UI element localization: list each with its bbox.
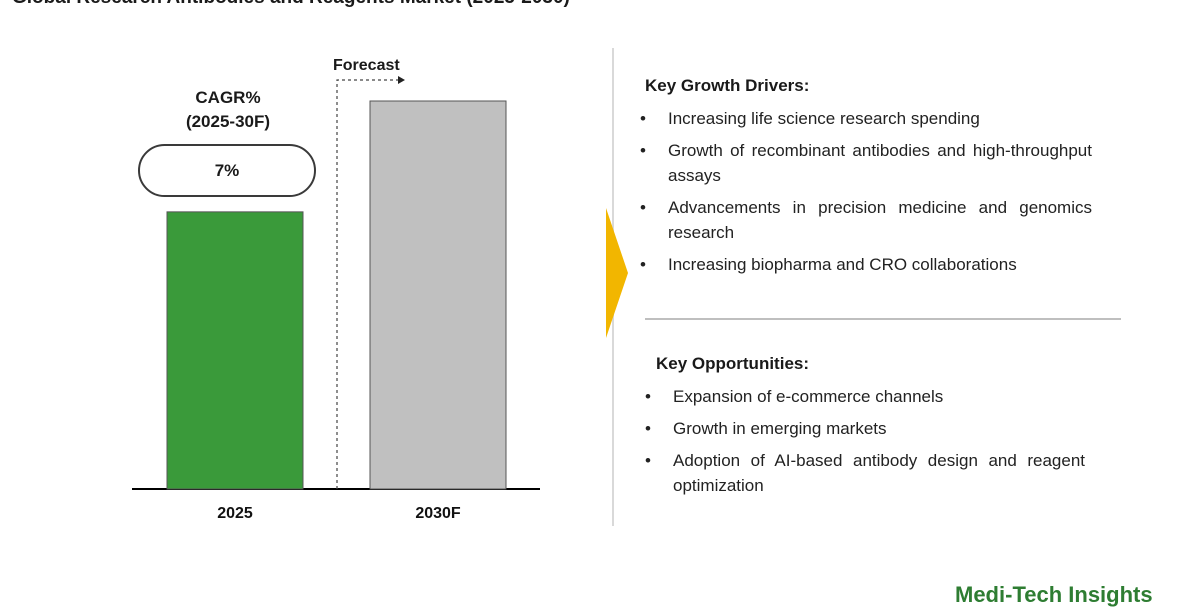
cagr-label: CAGR% (2025-30F) [160,86,296,134]
bar-2030f [369,100,507,490]
drivers-title: Key Growth Drivers: [645,76,810,95]
opportunity-item: Adoption of AI-based antibody design and… [645,448,1085,498]
opportunity-item: Growth in emerging markets [645,416,1085,441]
opportunities-list: Expansion of e-commerce channels Growth … [645,384,1085,505]
forecast-arrow-icon [398,76,405,84]
forecast-label: Forecast [333,57,400,74]
bar-2025 [166,211,304,490]
cagr-value-pill: 7% [138,144,316,197]
drivers-list: Increasing life science research spendin… [640,106,1092,284]
brand-logo-text: Medi-Tech Insights [955,582,1153,607]
chart-title: Global Research Antibodies and Reagents … [12,0,570,9]
section-divider [645,318,1121,320]
driver-item: Advancements in precision medicine and g… [640,195,1092,245]
driver-item: Growth of recombinant antibodies and hig… [640,138,1092,188]
x-tick-label: 2025 [217,505,253,522]
bar-chart: 2025 2030F [132,76,540,522]
opportunity-item: Expansion of e-commerce channels [645,384,1085,409]
opportunities-title: Key Opportunities: [656,354,810,373]
cagr-label-line2: (2025-30F) [185,112,271,131]
driver-item: Increasing life science research spendin… [640,106,1092,131]
forecast-divider-line [336,79,398,489]
driver-item: Increasing biopharma and CRO collaborati… [640,252,1092,277]
pointer-arrow-icon [606,208,628,338]
x-tick-label: 2030F [415,505,461,522]
cagr-label-line1: CAGR% [195,88,261,107]
